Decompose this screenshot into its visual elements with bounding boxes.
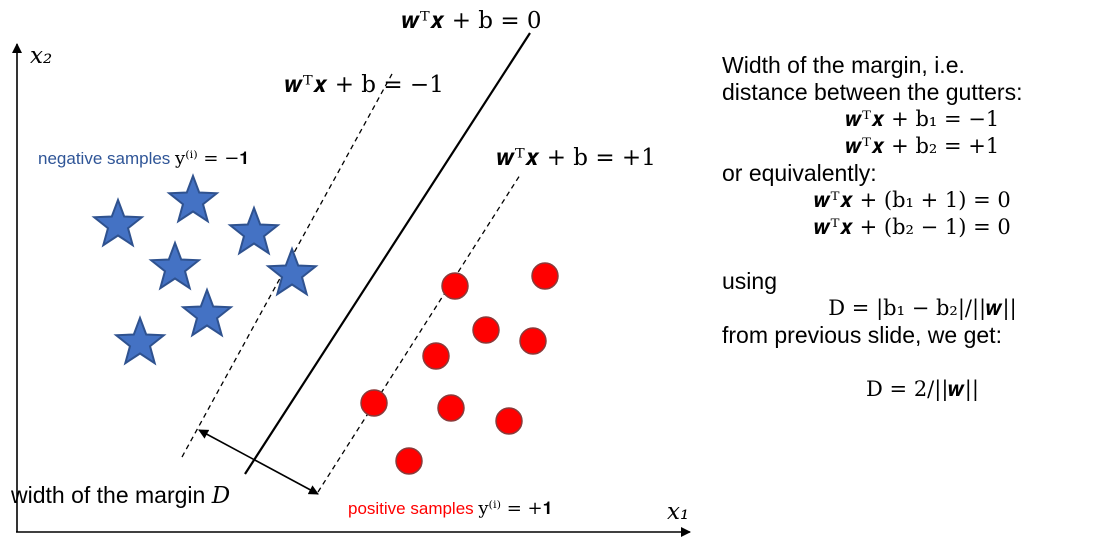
gutter-equation-2: 𝒘ᵀ𝒙 + b₂ = +1 bbox=[845, 134, 1000, 158]
negative-samples-caption: negative samples y⁽ⁱ⁾ = −𝟏 bbox=[38, 148, 249, 169]
distance-formula: D = |b₁ − b₂|/||𝒘|| bbox=[828, 296, 1017, 320]
positive-sample-dot bbox=[531, 262, 559, 290]
positive-sample-dot bbox=[441, 272, 469, 300]
negative-sample-star bbox=[265, 246, 319, 297]
positive-sample-dot bbox=[395, 447, 423, 475]
x-axis-label: x₁ bbox=[667, 499, 689, 525]
positive-sample-dot bbox=[472, 316, 500, 344]
negative-gutter-label: 𝒘ᵀ𝒙 + b = −1 bbox=[285, 72, 444, 98]
positive-samples bbox=[360, 262, 559, 475]
explanation-line-4: using bbox=[722, 268, 777, 294]
negative-sample-star bbox=[91, 197, 145, 248]
equivalent-equation-1: 𝒘ᵀ𝒙 + (b₁ + 1) = 0 bbox=[814, 188, 1011, 212]
positive-gutter-label: 𝒘ᵀ𝒙 + b = +1 bbox=[497, 145, 656, 171]
margin-width-label: width of the margin bbox=[10, 482, 212, 508]
negative-sample-star bbox=[166, 173, 220, 224]
equivalent-equation-2: 𝒘ᵀ𝒙 + (b₂ − 1) = 0 bbox=[814, 215, 1011, 239]
negative-sample-star bbox=[180, 287, 234, 338]
positive-sample-dot bbox=[495, 407, 523, 435]
explanation-line-2: distance between the gutters: bbox=[722, 79, 1023, 105]
spacer bbox=[722, 349, 1103, 376]
negative-sample-star bbox=[148, 240, 202, 291]
negative-sample-star bbox=[227, 205, 281, 256]
margin-width-arrow bbox=[198, 429, 319, 495]
positive-samples-label: positive samples bbox=[348, 499, 478, 518]
negative-samples-math: y⁽ⁱ⁾ = −𝟏 bbox=[174, 148, 249, 169]
explanation-panel: Width of the margin, i.e. distance betwe… bbox=[722, 52, 1103, 403]
positive-sample-dot bbox=[437, 394, 465, 422]
explanation-line-3: or equivalently: bbox=[722, 160, 877, 186]
positive-sample-dot bbox=[360, 389, 388, 417]
spacer bbox=[722, 241, 1103, 268]
negative-sample-star bbox=[113, 315, 167, 366]
positive-sample-dot bbox=[519, 327, 547, 355]
explanation-line-5: from previous slide, we get: bbox=[722, 322, 1002, 348]
negative-samples bbox=[91, 173, 319, 366]
decision-boundary-line bbox=[244, 32, 531, 475]
explanation-line-1: Width of the margin, i.e. bbox=[722, 52, 965, 78]
gutter-equation-1: 𝒘ᵀ𝒙 + b₁ = −1 bbox=[845, 107, 1000, 131]
negative-samples-label: negative samples bbox=[38, 149, 175, 168]
y-axis-label: x₂ bbox=[30, 43, 52, 69]
margin-width-symbol: D bbox=[211, 483, 230, 509]
positive-sample-dot bbox=[422, 342, 450, 370]
margin-result-formula: D = 2/||𝒘|| bbox=[866, 377, 979, 401]
positive-samples-caption: positive samples y⁽ⁱ⁾ = +𝟏 bbox=[348, 498, 553, 519]
decision-boundary-label: 𝒘ᵀ𝒙 + b = 0 bbox=[402, 8, 542, 34]
margin-width-caption: width of the margin D bbox=[10, 482, 230, 509]
positive-samples-math: y⁽ⁱ⁾ = +𝟏 bbox=[477, 498, 552, 519]
